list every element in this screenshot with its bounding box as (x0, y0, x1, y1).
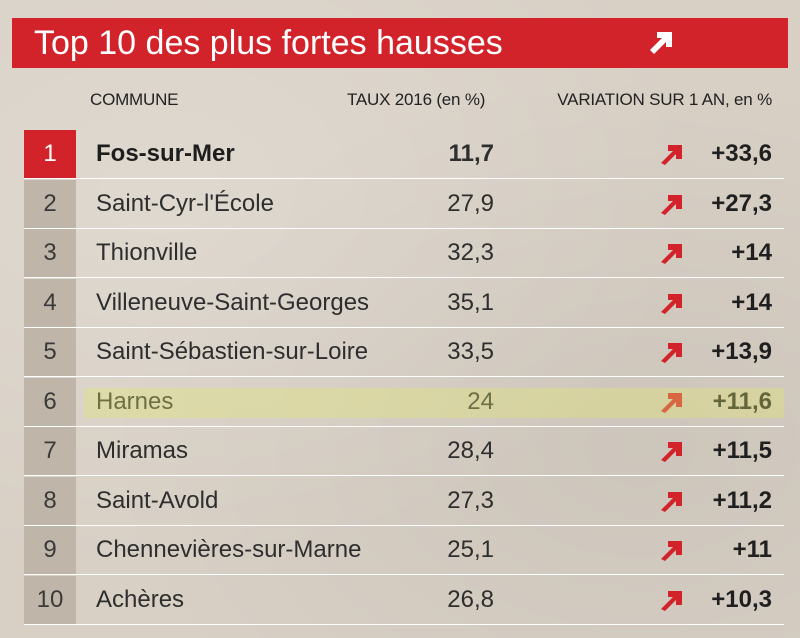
rank-cell: 9 (24, 526, 76, 574)
taux-value: 32,3 (447, 239, 494, 266)
arrow-up-right-icon (661, 590, 682, 611)
table-row: 7 Miramas 28,4 +11,5 (24, 427, 784, 476)
commune-name: Thionville (96, 239, 198, 266)
rank-cell: 10 (24, 575, 76, 624)
column-header-commune: COMMUNE (90, 90, 179, 109)
rank-cell: 7 (24, 427, 76, 475)
taux-value: 27,9 (447, 189, 494, 217)
commune-name: Villeneuve-Saint-Georges (96, 288, 370, 316)
table-row: 6 Harnes 24 +11,6 (24, 377, 784, 427)
commune-name: Chennevières-sur-Marne (96, 536, 362, 563)
column-header-taux: TAUX 2016 (en %) (347, 90, 486, 109)
rank-cell: 8 (24, 476, 76, 525)
taux-value: 26,8 (447, 585, 494, 613)
variation-value: +27,3 (711, 189, 772, 217)
rank-cell: 5 (24, 328, 76, 376)
commune-name: Achères (96, 585, 185, 613)
table-header-banner: Top 10 des plus fortes hausses (12, 18, 788, 68)
table-row: 9 Chennevières-sur-Marne 25,1 +11 (24, 526, 784, 575)
rank-cell: 6 (24, 377, 76, 426)
taux-value: 27,3 (447, 486, 494, 514)
variation-value: +11,6 (712, 387, 772, 415)
commune-name: Fos-sur-Mer (96, 140, 235, 167)
taux-value: 33,5 (447, 338, 494, 365)
commune-name: Harnes (96, 387, 174, 415)
table-row: 4 Villeneuve-Saint-Georges 35,1 +14 (24, 278, 784, 328)
commune-name: Saint-Cyr-l'École (96, 189, 274, 217)
taux-value: 28,4 (447, 437, 494, 464)
variation-value: +11,2 (712, 486, 772, 514)
arrow-up-right-icon (661, 145, 682, 165)
table-row: 10 Achères 26,8 +10,3 (24, 575, 784, 625)
table-title: Top 10 des plus fortes hausses (34, 24, 503, 62)
arrow-up-right-icon (650, 32, 672, 54)
rank-cell: 3 (24, 229, 76, 277)
arrow-up-right-icon (661, 194, 682, 215)
table-row: 2 Saint-Cyr-l'École 27,9 +27,3 (24, 179, 784, 229)
variation-value: +11 (732, 536, 772, 563)
taux-value: 24 (467, 387, 494, 415)
arrow-up-right-icon (661, 293, 682, 314)
variation-value: +14 (731, 239, 772, 266)
variation-value: +11,5 (712, 437, 772, 464)
taux-value: 25,1 (447, 536, 494, 563)
arrow-up-right-icon (661, 491, 682, 512)
variation-value: +14 (731, 288, 772, 316)
arrow-up-right-icon (661, 392, 682, 413)
column-header-variation: VARIATION SUR 1 AN, en % (557, 90, 772, 109)
table-row: 3 Thionville 32,3 +14 (24, 229, 784, 278)
variation-value: +10,3 (711, 585, 772, 613)
variation-value: +13,9 (711, 338, 772, 365)
taux-value: 35,1 (447, 288, 494, 316)
table-row: 5 Saint-Sébastien-sur-Loire 33,5 +13,9 (24, 328, 784, 377)
commune-name: Saint-Sébastien-sur-Loire (96, 338, 369, 365)
rank-cell: 4 (24, 278, 76, 327)
arrow-up-right-icon (661, 343, 682, 363)
rank-cell: 1 (24, 130, 76, 178)
commune-name: Saint-Avold (96, 486, 219, 514)
variation-value: +33,6 (711, 140, 772, 167)
arrow-up-right-icon (661, 442, 682, 462)
arrow-up-right-icon (661, 541, 682, 561)
arrow-up-right-icon (661, 244, 682, 264)
table-row: 1 Fos-sur-Mer 11,7 +33,6 (24, 130, 784, 179)
table-row: 8 Saint-Avold 27,3 +11,2 (24, 476, 784, 526)
taux-value: 11,7 (448, 140, 494, 167)
commune-name: Miramas (96, 437, 189, 464)
rank-cell: 2 (24, 179, 76, 228)
